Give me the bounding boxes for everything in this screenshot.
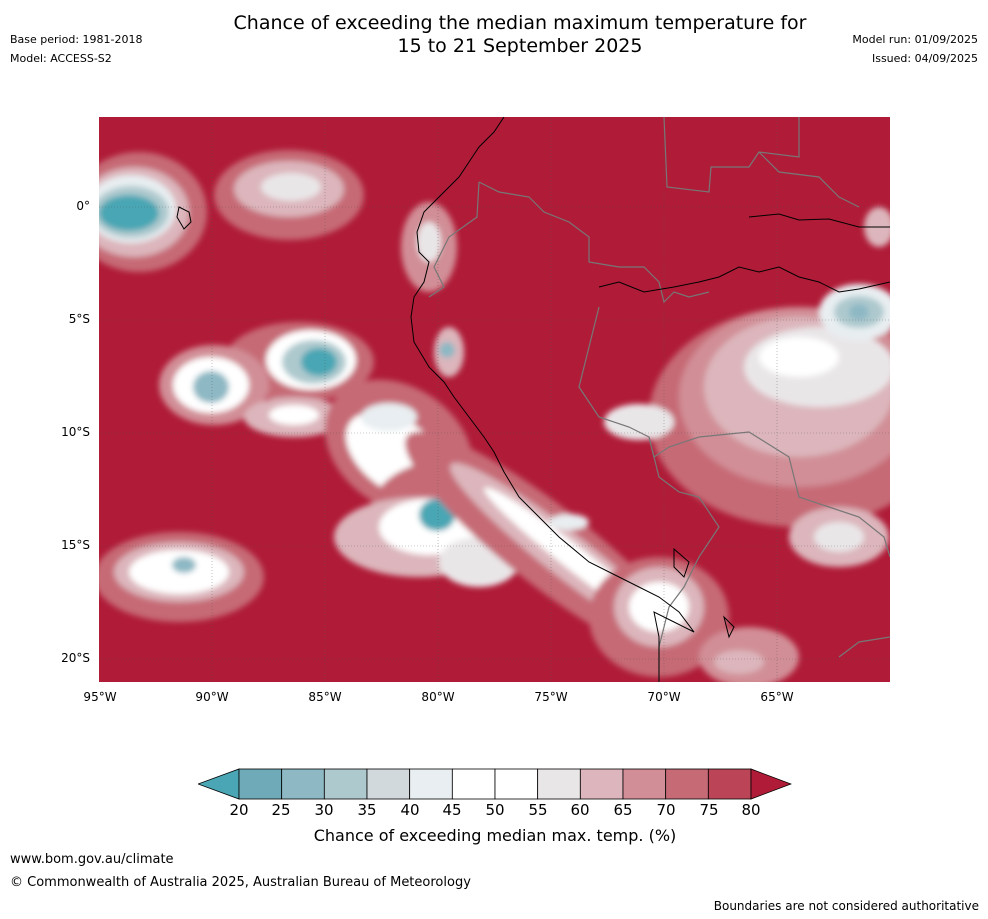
lon-label-80w: 80°W	[421, 690, 455, 704]
colorbar-tick: 75	[699, 801, 719, 819]
colorbar-tick: 25	[271, 801, 291, 819]
colorbar-tick: 65	[613, 801, 633, 819]
lon-label-95w: 95°W	[83, 690, 117, 704]
colorbar-cell	[537, 768, 581, 800]
colorbar-cell	[494, 768, 539, 800]
graticule	[99, 117, 890, 682]
colorbar-cell	[409, 768, 453, 800]
colorbar-tick: 40	[400, 801, 420, 819]
lon-label-75w: 75°W	[534, 690, 568, 704]
website-link[interactable]: www.bom.gov.au/climate	[10, 852, 174, 867]
colorbar-cell	[451, 768, 496, 800]
colorbar-tick: 80	[741, 801, 761, 819]
model-text: Model: ACCESS-S2	[10, 52, 112, 65]
colorbar-tick: 50	[485, 801, 505, 819]
colorbar-tick: 20	[229, 801, 249, 819]
meta-right: Model run: 01/09/2025 Issued: 04/09/2025	[852, 30, 978, 68]
map-title: Chance of exceeding the median maximum t…	[170, 12, 870, 58]
colorbar-tick: 55	[528, 801, 548, 819]
title-line-2: 15 to 21 September 2025	[397, 35, 643, 57]
colorbar-tick: 45	[442, 801, 462, 819]
lat-label-10s: 10°S	[61, 425, 90, 439]
meta-left: Base period: 1981-2018 Model: ACCESS-S2	[10, 30, 142, 68]
colorbar-cell	[366, 768, 411, 800]
colorbar-tick: 30	[314, 801, 334, 819]
forecast-map	[99, 117, 890, 682]
colorbar-cell	[665, 768, 709, 800]
probability-field	[99, 150, 890, 682]
lat-label-20s: 20°S	[61, 651, 90, 665]
colorbar-arrow-low	[198, 768, 240, 800]
colorbar-arrow-high	[750, 768, 792, 800]
disclaimer-text: Boundaries are not considered authoritat…	[713, 899, 979, 913]
coastline	[176, 117, 890, 682]
title-line-1: Chance of exceeding the median maximum t…	[233, 12, 807, 34]
colorbar-cell	[707, 768, 752, 800]
colorbar-tick: 70	[656, 801, 676, 819]
colorbar-cells	[198, 768, 792, 800]
lat-label-0: 0°	[76, 199, 90, 213]
lon-label-85w: 85°W	[308, 690, 342, 704]
colorbar-cell	[281, 768, 325, 800]
base-period-text: Base period: 1981-2018	[10, 33, 143, 46]
colorbar-title: Chance of exceeding median max. temp. (%…	[313, 826, 677, 845]
colorbar-cell	[579, 768, 624, 800]
lon-label-90w: 90°W	[195, 690, 229, 704]
lon-label-65w: 65°W	[760, 690, 794, 704]
model-run-text: Model run: 01/09/2025	[852, 33, 978, 46]
lon-label-70w: 70°W	[647, 690, 681, 704]
colorbar-cell	[622, 768, 667, 800]
lat-label-15s: 15°S	[61, 538, 90, 552]
country-borders	[428, 117, 890, 682]
colorbar	[198, 768, 792, 800]
colorbar-cell	[238, 768, 283, 800]
colorbar-tick: 60	[570, 801, 590, 819]
issued-text: Issued: 04/09/2025	[871, 52, 978, 65]
colorbar-tick: 35	[357, 801, 377, 819]
lat-label-5s: 5°S	[68, 312, 90, 326]
colorbar-cell	[323, 768, 368, 800]
copyright-text: © Commonwealth of Australia 2025, Austra…	[10, 875, 471, 890]
